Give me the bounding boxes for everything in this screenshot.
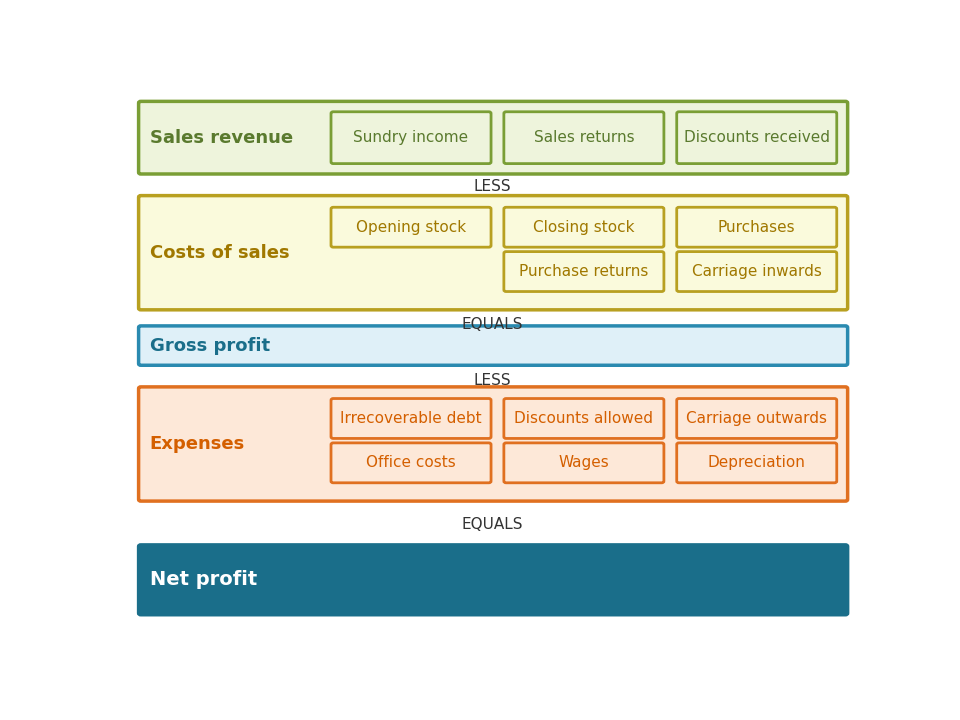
Text: Costs of sales: Costs of sales (150, 243, 289, 261)
Text: Net profit: Net profit (150, 570, 257, 589)
FancyBboxPatch shape (677, 112, 837, 163)
Text: Office costs: Office costs (366, 455, 456, 470)
Text: Sales revenue: Sales revenue (150, 129, 293, 147)
FancyBboxPatch shape (331, 443, 492, 483)
FancyBboxPatch shape (138, 196, 848, 310)
FancyBboxPatch shape (138, 326, 848, 365)
FancyBboxPatch shape (677, 399, 837, 438)
Text: EQUALS: EQUALS (461, 517, 523, 532)
FancyBboxPatch shape (677, 251, 837, 292)
Text: Closing stock: Closing stock (533, 220, 635, 235)
Text: Discounts allowed: Discounts allowed (515, 411, 654, 426)
Text: Purchase returns: Purchase returns (519, 264, 649, 279)
Text: Gross profit: Gross profit (150, 336, 270, 354)
FancyBboxPatch shape (138, 387, 848, 501)
Text: Depreciation: Depreciation (708, 455, 805, 470)
FancyBboxPatch shape (677, 207, 837, 247)
Text: Sundry income: Sundry income (353, 130, 468, 145)
FancyBboxPatch shape (138, 102, 848, 174)
FancyBboxPatch shape (331, 399, 492, 438)
Text: Discounts received: Discounts received (684, 130, 829, 145)
FancyBboxPatch shape (138, 545, 848, 615)
FancyBboxPatch shape (504, 112, 664, 163)
Text: Carriage outwards: Carriage outwards (686, 411, 828, 426)
FancyBboxPatch shape (504, 251, 664, 292)
Text: LESS: LESS (473, 373, 511, 388)
Text: Opening stock: Opening stock (356, 220, 467, 235)
Text: Carriage inwards: Carriage inwards (692, 264, 822, 279)
FancyBboxPatch shape (504, 443, 664, 483)
Text: Sales returns: Sales returns (534, 130, 635, 145)
FancyBboxPatch shape (677, 443, 837, 483)
Text: EQUALS: EQUALS (461, 318, 523, 333)
FancyBboxPatch shape (331, 207, 492, 247)
FancyBboxPatch shape (331, 112, 492, 163)
Text: LESS: LESS (473, 179, 511, 194)
FancyBboxPatch shape (504, 207, 664, 247)
FancyBboxPatch shape (504, 399, 664, 438)
Text: Purchases: Purchases (718, 220, 796, 235)
Text: Irrecoverable debt: Irrecoverable debt (340, 411, 482, 426)
Text: Expenses: Expenses (150, 435, 245, 453)
Text: Wages: Wages (559, 455, 610, 470)
